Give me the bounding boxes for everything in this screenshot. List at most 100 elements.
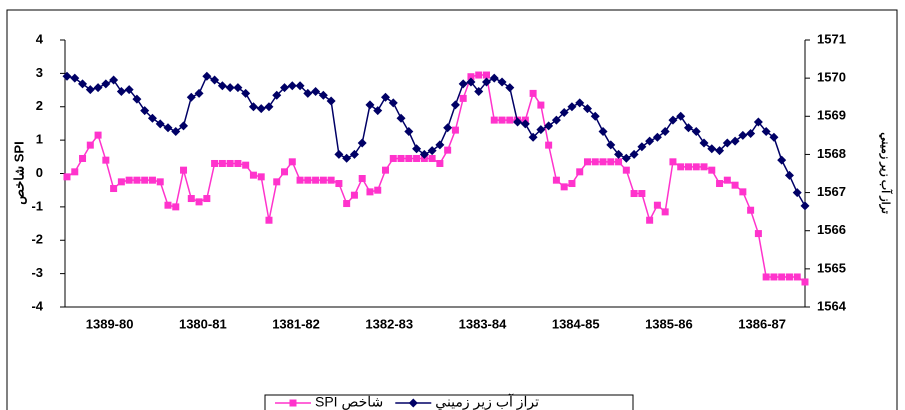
data-point	[335, 180, 343, 188]
data-point	[101, 79, 111, 89]
data-point	[575, 98, 585, 108]
data-point	[62, 71, 72, 81]
data-point	[357, 138, 367, 148]
data-point	[552, 176, 560, 184]
data-point	[653, 201, 661, 209]
data-point	[731, 181, 739, 189]
data-point	[481, 77, 491, 87]
data-point	[171, 127, 181, 137]
data-point	[288, 158, 296, 166]
x-tick-label: 1385-86	[645, 316, 693, 331]
data-point	[326, 96, 336, 106]
data-point	[683, 123, 693, 133]
data-point	[202, 71, 212, 81]
data-point	[303, 88, 313, 98]
data-point	[700, 163, 708, 171]
data-point	[529, 89, 537, 97]
data-point	[645, 136, 655, 146]
data-point	[273, 178, 281, 186]
data-point	[754, 230, 762, 238]
data-point	[78, 79, 88, 89]
data-point	[117, 178, 125, 186]
data-point	[746, 128, 756, 138]
data-point	[459, 94, 467, 102]
y-tick-label: 3	[36, 65, 43, 80]
data-point	[661, 208, 669, 216]
data-point	[312, 176, 320, 184]
data-point	[389, 154, 397, 162]
data-point	[778, 273, 786, 281]
y-tick-label: -2	[31, 232, 43, 247]
data-point	[234, 159, 242, 167]
data-point	[598, 127, 608, 137]
data-point	[583, 158, 591, 166]
data-point	[436, 159, 444, 167]
data-point	[233, 83, 243, 93]
data-point	[770, 273, 778, 281]
data-point	[102, 156, 110, 164]
data-point	[217, 81, 227, 91]
data-point	[156, 178, 164, 186]
data-point	[248, 102, 258, 112]
y2-tick-label: 1564	[817, 298, 847, 313]
data-point	[567, 102, 577, 112]
data-point	[85, 85, 95, 95]
data-point	[467, 73, 475, 81]
data-point	[133, 176, 141, 184]
data-point	[264, 102, 274, 112]
data-point	[342, 153, 352, 163]
data-point	[70, 73, 80, 83]
data-point	[435, 140, 445, 150]
data-point	[132, 94, 142, 104]
data-point	[699, 138, 709, 148]
data-point	[708, 166, 716, 174]
data-point	[334, 149, 344, 159]
data-point	[505, 83, 515, 93]
y2-tick-label: 1566	[817, 222, 846, 237]
data-point	[295, 81, 305, 91]
x-tick-label: 1382-83	[365, 316, 413, 331]
data-point	[591, 158, 599, 166]
data-point	[272, 90, 282, 100]
legend-marker	[408, 398, 418, 408]
data-point	[513, 117, 523, 127]
data-point	[287, 81, 297, 91]
data-point	[249, 171, 257, 179]
data-point	[489, 73, 499, 83]
data-point	[590, 111, 600, 121]
data-point	[210, 75, 220, 85]
y2-tick-label: 1571	[817, 31, 846, 46]
x-tick-label: 1389-80	[86, 316, 134, 331]
data-point	[730, 136, 740, 146]
data-point	[396, 113, 406, 123]
data-point	[606, 140, 616, 150]
y-tick-label: -1	[31, 198, 43, 213]
data-point	[498, 116, 506, 124]
data-point	[630, 190, 638, 198]
data-point	[194, 88, 204, 98]
data-point	[79, 154, 87, 162]
data-point	[195, 198, 203, 206]
y2-tick-label: 1565	[817, 260, 846, 275]
data-point	[559, 107, 569, 117]
data-point	[124, 85, 134, 95]
data-point	[490, 116, 498, 124]
data-point	[715, 146, 725, 156]
data-point	[545, 141, 553, 149]
data-point	[180, 166, 188, 174]
data-point	[629, 149, 639, 159]
data-point	[738, 130, 748, 140]
data-point	[71, 168, 79, 176]
data-point	[218, 159, 226, 167]
data-point	[155, 119, 165, 129]
data-point	[544, 121, 554, 131]
data-point	[374, 186, 382, 194]
legend-box	[264, 394, 634, 410]
data-point	[769, 132, 779, 142]
data-point	[622, 166, 630, 174]
y-tick-label: -4	[31, 298, 43, 313]
data-point	[140, 106, 150, 116]
data-point	[413, 154, 421, 162]
data-point	[551, 115, 561, 125]
data-point	[147, 113, 157, 123]
